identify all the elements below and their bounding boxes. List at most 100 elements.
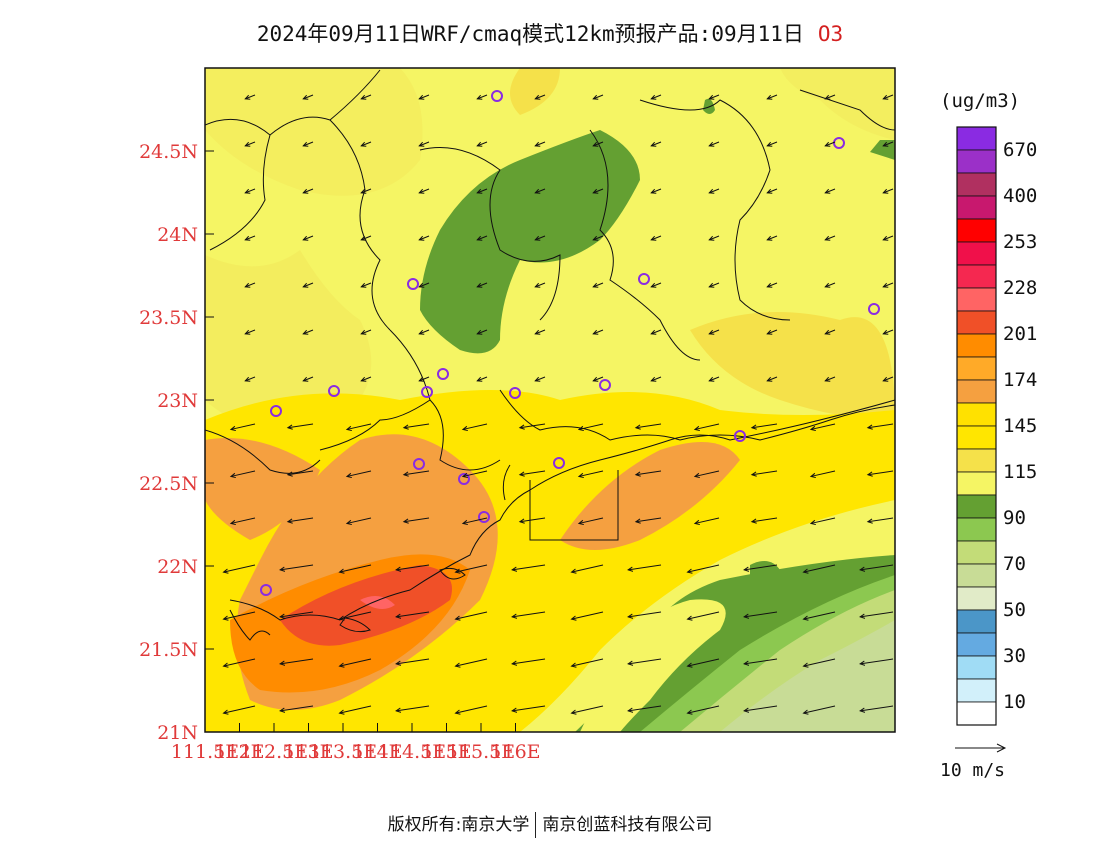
wind-arrowhead — [511, 566, 518, 572]
lon-tick-label: 112.5E — [240, 741, 308, 763]
wind-arrowhead — [461, 472, 468, 479]
wind-arrowhead — [650, 141, 657, 147]
wind-arrowhead — [592, 235, 599, 241]
colorbar-swatch — [956, 356, 997, 381]
wind-arrowhead — [859, 566, 866, 572]
wind-arrowhead — [693, 472, 700, 479]
wind-arrowhead — [592, 376, 599, 382]
wind-arrowhead — [518, 518, 525, 524]
wind-vector — [860, 705, 894, 712]
wind-vector — [361, 94, 372, 100]
wind-vector — [403, 517, 430, 523]
wind-vector — [346, 423, 372, 430]
wind-vector — [396, 705, 430, 712]
wind-vector — [419, 235, 430, 241]
lon-tick-label: 111.5E — [171, 741, 239, 763]
wind-vector — [571, 564, 604, 573]
wind-vector — [396, 658, 430, 665]
wind-vector — [280, 705, 314, 712]
colorbar-swatch — [956, 379, 997, 404]
wind-vector — [455, 564, 488, 573]
colorbar-swatch — [956, 402, 997, 427]
wind-vector — [751, 517, 778, 523]
wind-arrowhead — [592, 329, 599, 335]
wind-arrowhead — [693, 519, 700, 526]
wind-arrowhead — [302, 188, 309, 194]
wind-vector — [535, 141, 546, 147]
wind-arrowhead — [345, 472, 352, 479]
colorbar-label: 10 — [1003, 691, 1026, 713]
wind-vector — [535, 188, 546, 194]
wind-vector — [825, 329, 836, 335]
wind-arrowhead — [476, 282, 483, 288]
wind-arrowhead — [402, 518, 409, 524]
wind-vector — [709, 141, 720, 147]
wind-vector — [396, 564, 430, 571]
wind-arrowhead — [461, 425, 468, 432]
wind-vector — [628, 705, 662, 712]
wind-vector — [535, 329, 546, 335]
wind-vector — [635, 517, 662, 523]
wind-vector — [709, 329, 720, 335]
wind-vector — [767, 376, 778, 382]
wind-vector — [593, 188, 604, 194]
wind-vector — [694, 517, 720, 524]
wind-arrowhead — [824, 282, 831, 288]
wind-arrowhead — [802, 615, 809, 621]
wind-arrowhead — [708, 376, 715, 382]
wind-vector — [462, 423, 488, 430]
wind-arrowhead — [708, 235, 715, 241]
wind-vector — [803, 658, 836, 667]
wind-arrowhead — [592, 141, 599, 147]
wind-vector — [535, 235, 546, 241]
wind-vector — [825, 376, 836, 382]
wind-arrowhead — [570, 615, 577, 621]
wind-vector — [245, 329, 256, 335]
wind-vector — [803, 564, 836, 573]
wind-vector — [477, 376, 488, 382]
station-markers — [260, 90, 880, 596]
wind-arrowhead — [708, 282, 715, 288]
wind-vector — [477, 188, 488, 194]
wind-vector — [571, 658, 604, 667]
wind-arrowhead — [222, 568, 229, 574]
wind-arrowhead — [866, 424, 873, 430]
lat-tick-label: 24N — [157, 224, 198, 246]
wind-vector — [883, 329, 894, 335]
wind-arrowhead — [360, 376, 367, 382]
wind-vector — [593, 94, 604, 100]
wind-vector — [825, 188, 836, 194]
colorbar-swatch — [956, 333, 997, 358]
wind-arrowhead — [686, 662, 693, 668]
wind-vector — [694, 423, 720, 430]
wind-arrowhead — [650, 235, 657, 241]
wind-vector — [883, 376, 894, 382]
wind-arrowhead — [229, 472, 236, 479]
wind-vector — [825, 235, 836, 241]
wind-vector — [767, 94, 778, 100]
colorbar-swatch — [956, 586, 997, 611]
wind-vector — [867, 423, 894, 429]
wind-vector — [339, 705, 372, 714]
wind-vector — [628, 564, 662, 571]
wind-vector — [867, 470, 894, 476]
lon-tick-label: 113E — [283, 741, 333, 763]
colorbar-label: 30 — [1003, 645, 1026, 667]
wind-arrowhead — [534, 94, 541, 100]
wind-vector — [303, 282, 314, 288]
wind-vector — [477, 282, 488, 288]
wind-arrowhead — [454, 615, 461, 621]
wind-arrowhead — [476, 94, 483, 100]
wind-vector — [593, 141, 604, 147]
wind-arrowhead — [809, 425, 816, 432]
colorbar-swatch — [956, 126, 997, 151]
wind-vector — [245, 235, 256, 241]
wind-arrowhead — [534, 141, 541, 147]
wind-vector — [477, 329, 488, 335]
wind-arrowhead — [650, 376, 657, 382]
wind-arrowhead — [743, 707, 750, 713]
wind-arrowhead — [302, 282, 309, 288]
wind-vector — [419, 94, 430, 100]
lat-tick-label: 24.5N — [139, 141, 198, 163]
